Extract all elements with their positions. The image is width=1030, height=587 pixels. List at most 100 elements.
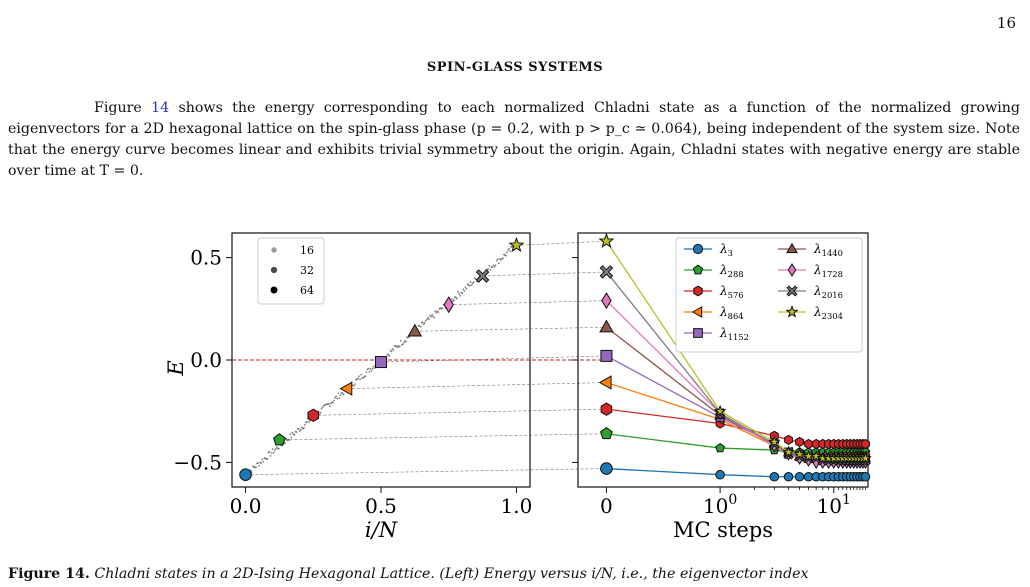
scatter-point: [321, 406, 324, 409]
scatter-point: [488, 264, 491, 267]
scatter-point: [255, 466, 257, 469]
scatter-point: [341, 392, 344, 394]
scatter-point: [333, 399, 336, 402]
legend-label: λ3: [719, 242, 733, 258]
scatter-point: [511, 246, 514, 248]
scatter-point: [506, 251, 508, 254]
scatter-point: [403, 341, 405, 344]
legend-marker: [692, 264, 704, 275]
legend-label: λ1152: [719, 326, 749, 342]
scatter-point: [430, 315, 432, 318]
scatter-point: [261, 458, 264, 461]
scatter-point: [260, 462, 263, 465]
scatter-point: [368, 370, 371, 373]
series-marker: [598, 375, 612, 390]
series-λ576: [600, 402, 870, 450]
series-marker: [713, 404, 727, 417]
scatter-point: [293, 433, 296, 436]
paragraph-text-rest: shows the energy corresponding to each n…: [8, 100, 1020, 179]
scatter-point: [457, 290, 460, 293]
series-marker: [783, 471, 794, 482]
series-marker: [715, 442, 725, 453]
connector-lines: [245, 240, 607, 476]
series-marker: [794, 471, 805, 482]
series-marker: [600, 427, 613, 440]
x-axis-label: i/N: [365, 518, 398, 542]
x-axis-label: MC steps: [673, 518, 773, 542]
series-λ3: [600, 462, 871, 482]
scatter-point: [360, 373, 363, 376]
scatter-point: [337, 392, 340, 395]
scatter-point: [499, 258, 502, 261]
y-tick-label: −0.5: [173, 450, 222, 474]
scatter-point: [308, 421, 311, 423]
scatter-point: [300, 426, 303, 429]
legend-box: [675, 237, 863, 353]
series-marker: [600, 349, 613, 362]
scatter-point: [335, 395, 338, 398]
connector-line: [414, 326, 607, 332]
scatter-point: [328, 402, 330, 405]
scatter-point: [370, 369, 373, 372]
scatter-point: [357, 377, 359, 380]
scatter-point: [365, 371, 368, 374]
scatter-point: [464, 286, 467, 288]
scatter-point: [432, 315, 434, 318]
x-tick-label: 0: [600, 494, 613, 518]
scatter-point: [426, 316, 429, 319]
series-marker: [809, 449, 823, 462]
scatter-point: [425, 318, 428, 321]
connector-line: [448, 300, 607, 305]
scatter-point: [493, 265, 496, 268]
connector-line: [313, 408, 607, 416]
scatter-point: [353, 384, 355, 387]
series-marker: [769, 471, 780, 482]
scatter-point: [422, 323, 425, 326]
scatter-point: [269, 454, 272, 457]
scatter-point: [494, 264, 497, 267]
x-tick-label: 101: [817, 492, 851, 518]
figure-caption: Figure 14. Chladni states in a 2D-Ising …: [8, 566, 809, 582]
figure-reference-link[interactable]: 14: [151, 100, 170, 116]
series-marker: [795, 436, 804, 448]
legend-dot: [270, 266, 278, 274]
scatter-point: [362, 376, 365, 379]
series-marker: [782, 445, 795, 458]
scatter-point: [453, 299, 455, 301]
series-marker: [599, 265, 614, 279]
scatter-point: [271, 448, 274, 450]
x-tick-label: 0.0: [230, 494, 262, 518]
left-legend: 16 32 64: [257, 237, 325, 305]
legend-label: λ288: [719, 263, 744, 279]
connector-line: [245, 468, 607, 476]
scatter-point: [424, 319, 427, 322]
scatter-point: [371, 367, 374, 370]
series-marker: [861, 438, 870, 450]
scatter-point: [284, 442, 287, 445]
scatter-point: [408, 336, 411, 338]
x-tick-label: 1.0: [501, 494, 533, 518]
scatter-point: [487, 267, 490, 270]
scatter-point: [290, 436, 293, 439]
scatter-point: [387, 353, 390, 356]
scatter-point: [391, 347, 394, 350]
scatter-point: [336, 397, 339, 400]
scatter-point: [421, 321, 424, 324]
scatter-point: [266, 458, 269, 460]
scatter-point: [456, 297, 458, 300]
scatter-point: [423, 322, 426, 324]
scatter-point: [268, 450, 271, 453]
scatter-point: [507, 249, 510, 251]
scatter-point: [262, 460, 265, 463]
scatter-point: [258, 464, 260, 467]
scatter-point: [396, 346, 399, 349]
legend-label: 32: [300, 264, 314, 277]
left-marker: [273, 433, 286, 446]
scatter-point: [273, 449, 276, 452]
legend-marker: [785, 305, 799, 318]
scatter-point: [388, 355, 391, 357]
scatter-point: [270, 452, 273, 454]
left-marker: [374, 356, 388, 369]
scatter-point: [390, 350, 393, 353]
